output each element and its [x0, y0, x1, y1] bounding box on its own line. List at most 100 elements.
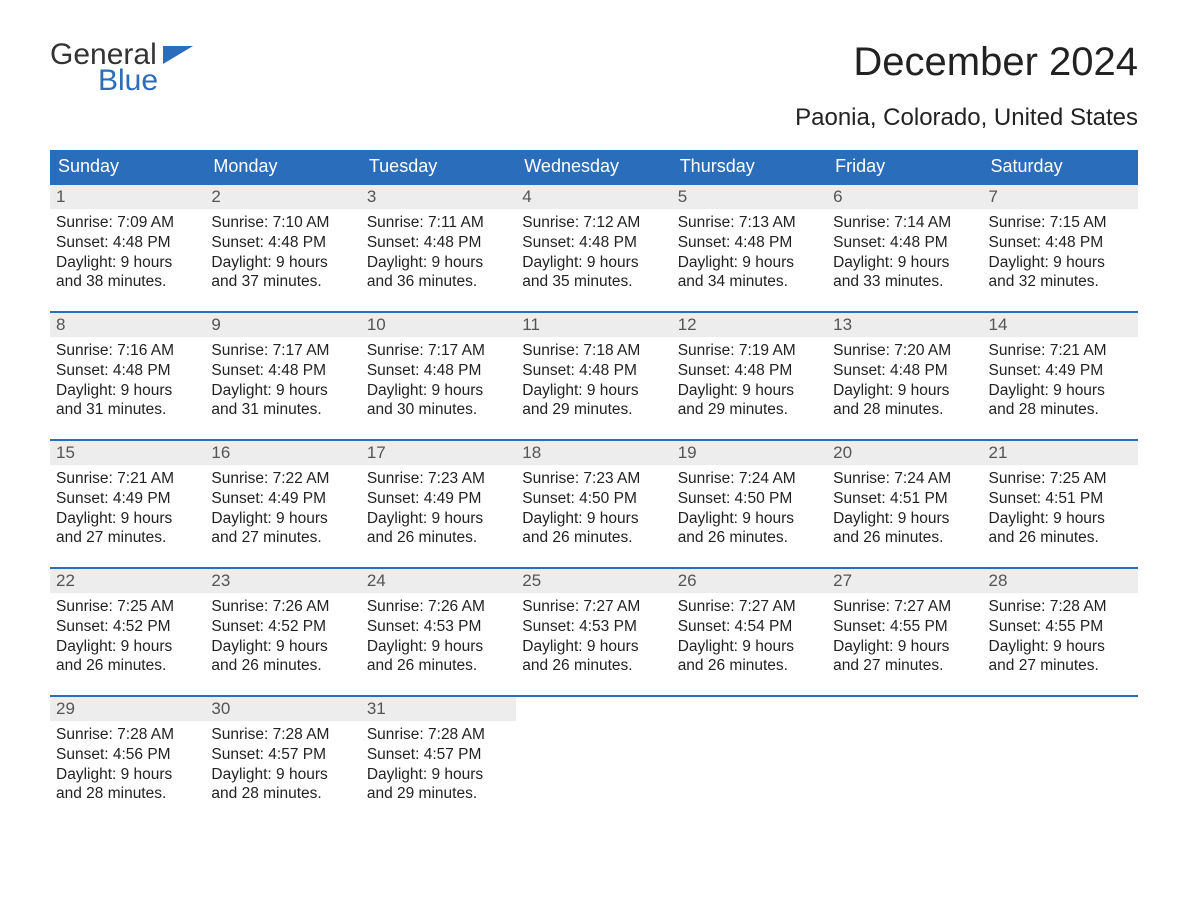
- calendar-week-row: 22Sunrise: 7:25 AMSunset: 4:52 PMDayligh…: [50, 568, 1138, 696]
- sunrise-line: Sunrise: 7:18 AM: [522, 341, 665, 361]
- sunset-line: Sunset: 4:49 PM: [211, 489, 354, 509]
- sunset-line: Sunset: 4:48 PM: [56, 233, 199, 253]
- daylight-line: Daylight: 9 hours and 26 minutes.: [56, 637, 199, 677]
- day-number: 25: [516, 569, 671, 593]
- day-number: 4: [516, 185, 671, 209]
- daylight-line: Daylight: 9 hours and 26 minutes.: [678, 637, 821, 677]
- day-details: Sunrise: 7:12 AMSunset: 4:48 PMDaylight:…: [516, 209, 671, 292]
- sunset-line: Sunset: 4:51 PM: [989, 489, 1132, 509]
- sunset-line: Sunset: 4:49 PM: [56, 489, 199, 509]
- day-number: 2: [205, 185, 360, 209]
- daylight-line: Daylight: 9 hours and 36 minutes.: [367, 253, 510, 293]
- day-details: Sunrise: 7:27 AMSunset: 4:55 PMDaylight:…: [827, 593, 982, 676]
- day-number: 12: [672, 313, 827, 337]
- sunset-line: Sunset: 4:52 PM: [211, 617, 354, 637]
- day-details: Sunrise: 7:18 AMSunset: 4:48 PMDaylight:…: [516, 337, 671, 420]
- sunrise-line: Sunrise: 7:24 AM: [678, 469, 821, 489]
- daylight-line: Daylight: 9 hours and 28 minutes.: [56, 765, 199, 805]
- calendar-day-cell: 15Sunrise: 7:21 AMSunset: 4:49 PMDayligh…: [50, 440, 205, 568]
- logo-text-2: Blue: [98, 66, 158, 96]
- day-header: Tuesday: [361, 150, 516, 184]
- calendar-day-cell: [827, 696, 982, 824]
- day-number: 15: [50, 441, 205, 465]
- day-number: 23: [205, 569, 360, 593]
- sunrise-line: Sunrise: 7:27 AM: [678, 597, 821, 617]
- sunrise-line: Sunrise: 7:10 AM: [211, 213, 354, 233]
- day-details: Sunrise: 7:27 AMSunset: 4:54 PMDaylight:…: [672, 593, 827, 676]
- day-number: 13: [827, 313, 982, 337]
- calendar-day-cell: 28Sunrise: 7:28 AMSunset: 4:55 PMDayligh…: [983, 568, 1138, 696]
- day-number: 22: [50, 569, 205, 593]
- calendar-day-cell: 2Sunrise: 7:10 AMSunset: 4:48 PMDaylight…: [205, 184, 360, 312]
- calendar-day-cell: 9Sunrise: 7:17 AMSunset: 4:48 PMDaylight…: [205, 312, 360, 440]
- sunset-line: Sunset: 4:49 PM: [989, 361, 1132, 381]
- sunrise-line: Sunrise: 7:28 AM: [367, 725, 510, 745]
- sunrise-line: Sunrise: 7:27 AM: [522, 597, 665, 617]
- sunrise-line: Sunrise: 7:21 AM: [989, 341, 1132, 361]
- day-number: 31: [361, 697, 516, 721]
- day-details: Sunrise: 7:17 AMSunset: 4:48 PMDaylight:…: [361, 337, 516, 420]
- calendar-day-cell: 19Sunrise: 7:24 AMSunset: 4:50 PMDayligh…: [672, 440, 827, 568]
- day-details: Sunrise: 7:13 AMSunset: 4:48 PMDaylight:…: [672, 209, 827, 292]
- calendar-day-cell: 16Sunrise: 7:22 AMSunset: 4:49 PMDayligh…: [205, 440, 360, 568]
- calendar-week-row: 15Sunrise: 7:21 AMSunset: 4:49 PMDayligh…: [50, 440, 1138, 568]
- day-details: Sunrise: 7:22 AMSunset: 4:49 PMDaylight:…: [205, 465, 360, 548]
- calendar-day-cell: [516, 696, 671, 824]
- location-subtitle: Paonia, Colorado, United States: [50, 104, 1138, 132]
- day-header: Friday: [827, 150, 982, 184]
- calendar-day-cell: 23Sunrise: 7:26 AMSunset: 4:52 PMDayligh…: [205, 568, 360, 696]
- calendar-day-cell: 11Sunrise: 7:18 AMSunset: 4:48 PMDayligh…: [516, 312, 671, 440]
- calendar-day-cell: 7Sunrise: 7:15 AMSunset: 4:48 PMDaylight…: [983, 184, 1138, 312]
- flag-icon: [163, 40, 193, 70]
- daylight-line: Daylight: 9 hours and 26 minutes.: [522, 509, 665, 549]
- daylight-line: Daylight: 9 hours and 33 minutes.: [833, 253, 976, 293]
- sunset-line: Sunset: 4:57 PM: [211, 745, 354, 765]
- daylight-line: Daylight: 9 hours and 38 minutes.: [56, 253, 199, 293]
- sunrise-line: Sunrise: 7:12 AM: [522, 213, 665, 233]
- sunset-line: Sunset: 4:54 PM: [678, 617, 821, 637]
- page-title: December 2024: [853, 40, 1138, 85]
- calendar-day-cell: 17Sunrise: 7:23 AMSunset: 4:49 PMDayligh…: [361, 440, 516, 568]
- sunrise-line: Sunrise: 7:17 AM: [211, 341, 354, 361]
- sunrise-line: Sunrise: 7:13 AM: [678, 213, 821, 233]
- day-number: 19: [672, 441, 827, 465]
- sunrise-line: Sunrise: 7:14 AM: [833, 213, 976, 233]
- calendar-week-row: 29Sunrise: 7:28 AMSunset: 4:56 PMDayligh…: [50, 696, 1138, 824]
- daylight-line: Daylight: 9 hours and 26 minutes.: [989, 509, 1132, 549]
- sunrise-line: Sunrise: 7:27 AM: [833, 597, 976, 617]
- day-number: 16: [205, 441, 360, 465]
- sunrise-line: Sunrise: 7:22 AM: [211, 469, 354, 489]
- day-details: Sunrise: 7:25 AMSunset: 4:52 PMDaylight:…: [50, 593, 205, 676]
- daylight-line: Daylight: 9 hours and 34 minutes.: [678, 253, 821, 293]
- sunset-line: Sunset: 4:48 PM: [833, 233, 976, 253]
- calendar-day-cell: 24Sunrise: 7:26 AMSunset: 4:53 PMDayligh…: [361, 568, 516, 696]
- logo: General Blue: [50, 40, 193, 96]
- sunset-line: Sunset: 4:48 PM: [678, 233, 821, 253]
- sunset-line: Sunset: 4:51 PM: [833, 489, 976, 509]
- sunrise-line: Sunrise: 7:23 AM: [367, 469, 510, 489]
- daylight-line: Daylight: 9 hours and 26 minutes.: [833, 509, 976, 549]
- calendar-day-cell: 31Sunrise: 7:28 AMSunset: 4:57 PMDayligh…: [361, 696, 516, 824]
- calendar-day-cell: 22Sunrise: 7:25 AMSunset: 4:52 PMDayligh…: [50, 568, 205, 696]
- calendar-day-cell: 14Sunrise: 7:21 AMSunset: 4:49 PMDayligh…: [983, 312, 1138, 440]
- calendar-header-row: Sunday Monday Tuesday Wednesday Thursday…: [50, 150, 1138, 184]
- calendar-day-cell: 1Sunrise: 7:09 AMSunset: 4:48 PMDaylight…: [50, 184, 205, 312]
- day-details: Sunrise: 7:25 AMSunset: 4:51 PMDaylight:…: [983, 465, 1138, 548]
- daylight-line: Daylight: 9 hours and 29 minutes.: [367, 765, 510, 805]
- calendar-week-row: 1Sunrise: 7:09 AMSunset: 4:48 PMDaylight…: [50, 184, 1138, 312]
- day-details: Sunrise: 7:28 AMSunset: 4:57 PMDaylight:…: [205, 721, 360, 804]
- day-details: Sunrise: 7:24 AMSunset: 4:51 PMDaylight:…: [827, 465, 982, 548]
- day-number: 9: [205, 313, 360, 337]
- sunrise-line: Sunrise: 7:26 AM: [367, 597, 510, 617]
- day-details: Sunrise: 7:09 AMSunset: 4:48 PMDaylight:…: [50, 209, 205, 292]
- day-number: 5: [672, 185, 827, 209]
- calendar-day-cell: 5Sunrise: 7:13 AMSunset: 4:48 PMDaylight…: [672, 184, 827, 312]
- daylight-line: Daylight: 9 hours and 29 minutes.: [522, 381, 665, 421]
- day-details: Sunrise: 7:24 AMSunset: 4:50 PMDaylight:…: [672, 465, 827, 548]
- day-header: Thursday: [672, 150, 827, 184]
- calendar-day-cell: 30Sunrise: 7:28 AMSunset: 4:57 PMDayligh…: [205, 696, 360, 824]
- calendar-day-cell: 25Sunrise: 7:27 AMSunset: 4:53 PMDayligh…: [516, 568, 671, 696]
- day-details: Sunrise: 7:26 AMSunset: 4:52 PMDaylight:…: [205, 593, 360, 676]
- daylight-line: Daylight: 9 hours and 26 minutes.: [522, 637, 665, 677]
- calendar-day-cell: 6Sunrise: 7:14 AMSunset: 4:48 PMDaylight…: [827, 184, 982, 312]
